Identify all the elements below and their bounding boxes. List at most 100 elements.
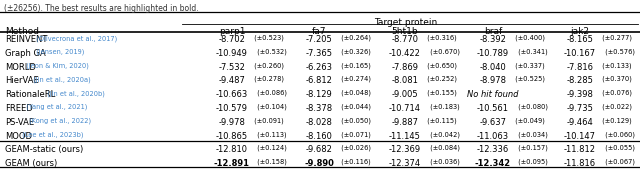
Text: (±0.104): (±0.104) <box>255 103 287 110</box>
Text: braf: braf <box>484 27 502 36</box>
Text: (±0.260): (±0.260) <box>252 62 284 69</box>
Text: (±0.048): (±0.048) <box>339 90 371 96</box>
Text: (±0.055): (±0.055) <box>604 145 636 151</box>
Text: (±0.670): (±0.670) <box>428 48 460 55</box>
Text: -12.891: -12.891 <box>214 159 250 168</box>
Text: -8.165: -8.165 <box>566 35 593 44</box>
Text: (±0.026): (±0.026) <box>339 145 371 151</box>
Text: (Jin et al., 2020a): (Jin et al., 2020a) <box>31 76 91 83</box>
Text: -8.040: -8.040 <box>479 63 506 72</box>
Text: -8.378: -8.378 <box>305 104 333 113</box>
Text: No hit found: No hit found <box>467 90 519 99</box>
Text: -10.949: -10.949 <box>216 49 248 58</box>
Text: (±0.523): (±0.523) <box>252 35 284 41</box>
Text: -6.263: -6.263 <box>305 63 333 72</box>
Text: (±0.084): (±0.084) <box>428 145 460 151</box>
Text: MOOD: MOOD <box>5 132 32 141</box>
Text: (±0.050): (±0.050) <box>339 117 371 124</box>
Text: (±0.316): (±0.316) <box>425 35 457 41</box>
Text: (±0.277): (±0.277) <box>600 35 632 41</box>
Text: (±26256). The best results are highlighted in bold.: (±26256). The best results are highlight… <box>4 4 198 13</box>
Text: -10.422: -10.422 <box>389 49 421 58</box>
Text: HierVAE: HierVAE <box>5 76 39 85</box>
Text: parp1: parp1 <box>219 27 245 36</box>
Text: -7.205: -7.205 <box>306 35 332 44</box>
Text: (±0.034): (±0.034) <box>516 131 548 138</box>
Text: (±0.067): (±0.067) <box>604 159 636 165</box>
Text: REINVENT: REINVENT <box>5 35 47 44</box>
Text: -6.812: -6.812 <box>305 76 332 85</box>
Text: (±0.155): (±0.155) <box>425 90 457 96</box>
Text: GEAM-static (ours): GEAM-static (ours) <box>5 145 83 154</box>
Text: (±0.264): (±0.264) <box>339 35 371 41</box>
Text: (±0.044): (±0.044) <box>339 103 371 110</box>
Text: Method: Method <box>5 27 39 36</box>
Text: -10.865: -10.865 <box>216 132 248 141</box>
Text: 5ht1b: 5ht1b <box>392 27 419 36</box>
Text: -10.147: -10.147 <box>564 132 596 141</box>
Text: -7.365: -7.365 <box>305 49 333 58</box>
Text: -8.285: -8.285 <box>566 76 593 85</box>
Text: (±0.124): (±0.124) <box>255 145 287 151</box>
Text: -8.129: -8.129 <box>306 90 332 99</box>
Text: -8.081: -8.081 <box>392 76 419 85</box>
Text: (±0.036): (±0.036) <box>428 159 460 165</box>
Text: -10.561: -10.561 <box>477 104 509 113</box>
Text: (±0.370): (±0.370) <box>600 76 632 82</box>
Text: (±0.129): (±0.129) <box>600 117 632 124</box>
Text: (±0.076): (±0.076) <box>600 90 632 96</box>
Text: (±0.115): (±0.115) <box>425 117 457 124</box>
Text: (Jensen, 2019): (Jensen, 2019) <box>35 49 84 55</box>
Text: (±0.086): (±0.086) <box>255 90 287 96</box>
Text: -9.637: -9.637 <box>479 118 506 127</box>
Text: -8.028: -8.028 <box>305 118 332 127</box>
Text: -12.336: -12.336 <box>477 145 509 154</box>
Text: (Yang et al., 2021): (Yang et al., 2021) <box>24 104 87 111</box>
Text: (±0.576): (±0.576) <box>604 48 636 55</box>
Text: -9.682: -9.682 <box>305 145 332 154</box>
Text: Target protein: Target protein <box>374 18 438 27</box>
Text: -12.342: -12.342 <box>475 159 511 168</box>
Text: -10.663: -10.663 <box>216 90 248 99</box>
Text: MORLD: MORLD <box>5 63 36 72</box>
Text: (±0.532): (±0.532) <box>255 48 287 55</box>
Text: -8.770: -8.770 <box>392 35 419 44</box>
Text: RationaleRL: RationaleRL <box>5 90 55 99</box>
Text: (±0.095): (±0.095) <box>516 159 548 165</box>
Text: (±0.158): (±0.158) <box>255 159 287 165</box>
Text: -9.890: -9.890 <box>304 159 334 168</box>
Text: Graph GA: Graph GA <box>5 49 45 58</box>
Text: (±0.400): (±0.400) <box>513 35 545 41</box>
Text: (±0.650): (±0.650) <box>425 62 457 69</box>
Text: (±0.080): (±0.080) <box>516 103 548 110</box>
Text: (±0.091): (±0.091) <box>252 117 284 124</box>
Text: -9.887: -9.887 <box>392 118 419 127</box>
Text: (±0.049): (±0.049) <box>513 117 545 124</box>
Text: (±0.165): (±0.165) <box>339 62 371 69</box>
Text: jak2: jak2 <box>570 27 589 36</box>
Text: -10.714: -10.714 <box>389 104 421 113</box>
Text: -9.735: -9.735 <box>566 104 593 113</box>
Text: (Lee et al., 2023b): (Lee et al., 2023b) <box>20 132 84 138</box>
Text: (±0.183): (±0.183) <box>428 103 460 110</box>
Text: (±0.278): (±0.278) <box>252 76 284 82</box>
Text: -7.869: -7.869 <box>392 63 419 72</box>
Text: (±0.133): (±0.133) <box>600 62 632 69</box>
Text: -8.702: -8.702 <box>219 35 245 44</box>
Text: (Kong et al., 2022): (Kong et al., 2022) <box>28 118 92 124</box>
Text: -12.369: -12.369 <box>389 145 421 154</box>
Text: -10.579: -10.579 <box>216 104 248 113</box>
Text: (±0.113): (±0.113) <box>255 131 287 138</box>
Text: (Olivecrona et al., 2017): (Olivecrona et al., 2017) <box>35 35 118 42</box>
Text: -10.167: -10.167 <box>564 49 596 58</box>
Text: -9.978: -9.978 <box>219 118 245 127</box>
Text: (±0.116): (±0.116) <box>339 159 371 165</box>
Text: -8.392: -8.392 <box>479 35 506 44</box>
Text: -12.810: -12.810 <box>216 145 248 154</box>
Text: (Jeon & Kim, 2020): (Jeon & Kim, 2020) <box>24 63 88 69</box>
Text: (±0.060): (±0.060) <box>604 131 636 138</box>
Text: (±0.252): (±0.252) <box>425 76 457 82</box>
Text: -9.005: -9.005 <box>392 90 419 99</box>
Text: -9.398: -9.398 <box>566 90 593 99</box>
Text: -7.816: -7.816 <box>566 63 593 72</box>
